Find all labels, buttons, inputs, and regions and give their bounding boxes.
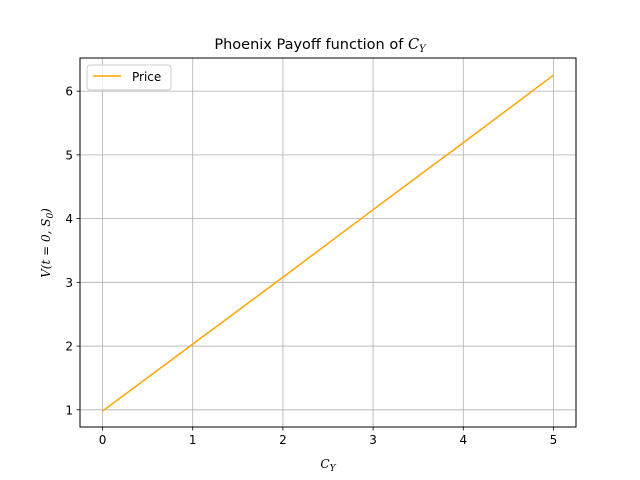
x-ticks: 0 1 2 3 4 5 — [99, 427, 558, 447]
axes-frame — [79, 57, 577, 428]
y-ticks: 1 2 3 4 5 6 — [65, 85, 80, 417]
grid — [80, 58, 576, 427]
y-axis-label: V(t = 0, S0) — [39, 208, 56, 278]
series-layer — [102, 74, 554, 412]
x-tick-label: 5 — [550, 433, 558, 447]
x-tick-label: 0 — [99, 433, 107, 447]
x-tick-label: 2 — [279, 433, 287, 447]
y-tick-label: 6 — [65, 85, 73, 99]
y-tick-label: 2 — [65, 340, 73, 354]
legend-label-price: Price — [132, 70, 161, 84]
legend-box — [86, 64, 172, 91]
y-tick-label: 5 — [65, 148, 73, 162]
x-tick-label: 4 — [459, 433, 467, 447]
x-tick-label: 1 — [189, 433, 197, 447]
y-tick-label: 1 — [65, 403, 73, 417]
series-line-price — [102, 74, 554, 412]
y-tick-label: 3 — [65, 276, 73, 290]
y-tick-label: 4 — [65, 212, 73, 226]
x-tick-label: 3 — [369, 433, 377, 447]
x-axis-label: CY — [320, 457, 336, 474]
legend: Price — [86, 64, 172, 91]
chart-title: Phoenix Payoff function of CY — [214, 37, 427, 55]
